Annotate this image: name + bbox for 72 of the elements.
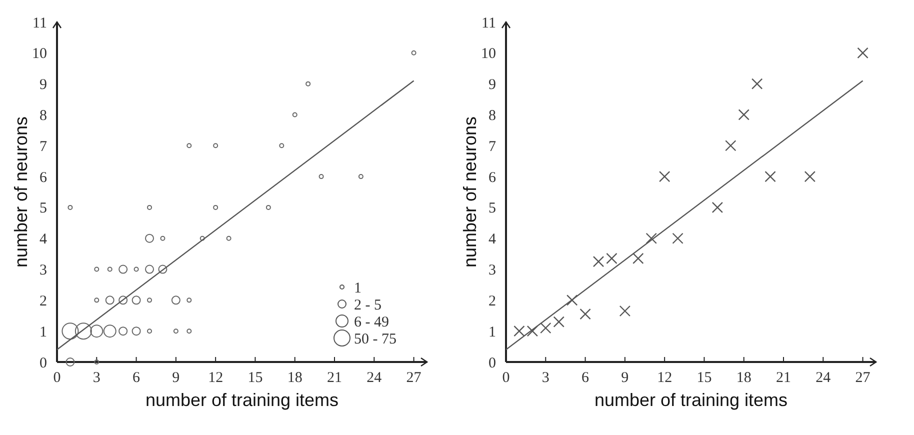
y-tick-label: 8 bbox=[488, 108, 496, 124]
x-tick-label: 21 bbox=[327, 370, 342, 386]
point bbox=[580, 308, 591, 320]
x-tick-label: 12 bbox=[208, 370, 224, 386]
y-tick-label: 2 bbox=[488, 293, 496, 310]
x-tick-label: 27 bbox=[406, 370, 422, 386]
y-tick-label: 2 bbox=[40, 293, 47, 310]
point bbox=[804, 170, 816, 182]
legend-label: 1 bbox=[354, 280, 362, 296]
y-tick-label: 0 bbox=[488, 355, 496, 372]
point bbox=[514, 325, 525, 337]
point bbox=[712, 202, 724, 214]
point bbox=[672, 232, 684, 244]
y-tick-label: 11 bbox=[482, 15, 496, 32]
point bbox=[592, 256, 604, 268]
x-tick-label: 15 bbox=[696, 370, 712, 386]
x-tick-label: 18 bbox=[287, 370, 302, 386]
x-tick-label: 3 bbox=[542, 370, 550, 386]
x-axis-title: number of training items bbox=[145, 390, 339, 410]
y-tick-label: 8 bbox=[40, 108, 47, 124]
point bbox=[540, 322, 552, 334]
point bbox=[738, 109, 750, 120]
x-tick-label: 21 bbox=[776, 370, 791, 386]
x-tick-label: 24 bbox=[816, 370, 832, 386]
point bbox=[566, 294, 578, 306]
y-axis-title: number of neurons bbox=[11, 116, 31, 268]
x-tick-label: 9 bbox=[621, 370, 629, 386]
x-tick-label: 3 bbox=[92, 370, 100, 386]
point bbox=[751, 78, 763, 90]
y-tick-label: 10 bbox=[32, 46, 47, 62]
x-tick-label: 9 bbox=[172, 370, 180, 386]
point bbox=[619, 305, 631, 317]
y-tick-label: 4 bbox=[488, 232, 496, 248]
y-tick-label: 6 bbox=[40, 170, 48, 186]
legend-label: 50 - 75 bbox=[354, 331, 396, 348]
y-axis-title: number of neurons bbox=[460, 116, 480, 268]
y-tick-label: 10 bbox=[481, 46, 496, 62]
y-tick-label: 6 bbox=[488, 170, 496, 186]
legend-label: 2 - 5 bbox=[354, 297, 382, 314]
y-tick-label: 1 bbox=[488, 324, 496, 340]
y-tick-label: 7 bbox=[488, 138, 496, 155]
point bbox=[725, 140, 736, 152]
y-tick-label: 7 bbox=[40, 138, 48, 155]
x-tick-label: 0 bbox=[53, 370, 61, 386]
point bbox=[606, 252, 618, 264]
y-tick-label: 4 bbox=[40, 232, 48, 248]
y-tick-label: 3 bbox=[488, 262, 496, 279]
point bbox=[658, 170, 670, 182]
legend-label: 6 - 49 bbox=[354, 314, 389, 330]
x-tick-label: 27 bbox=[855, 370, 871, 386]
point bbox=[553, 316, 564, 328]
y-tick-label: 5 bbox=[488, 200, 496, 217]
point bbox=[646, 232, 657, 244]
point bbox=[857, 47, 868, 59]
y-tick-label: 5 bbox=[40, 200, 47, 217]
x-tick-label: 12 bbox=[657, 370, 672, 386]
point bbox=[764, 170, 776, 182]
y-tick-label: 3 bbox=[40, 262, 47, 279]
x-tick-label: 15 bbox=[248, 370, 263, 386]
x-tick-label: 18 bbox=[736, 370, 752, 386]
y-tick-label: 9 bbox=[488, 77, 496, 94]
x-tick-label: 6 bbox=[132, 370, 141, 386]
point bbox=[632, 252, 644, 264]
y-tick-label: 0 bbox=[40, 355, 47, 372]
x-axis-title: number of training items bbox=[594, 390, 788, 410]
x-tick-label: 0 bbox=[502, 370, 510, 386]
x-tick-label: 6 bbox=[582, 370, 590, 386]
x-tick-label: 24 bbox=[366, 370, 382, 386]
y-tick-label: 1 bbox=[40, 324, 47, 340]
y-tick-label: 9 bbox=[40, 77, 47, 94]
y-tick-label: 11 bbox=[32, 15, 47, 32]
point bbox=[526, 325, 538, 337]
